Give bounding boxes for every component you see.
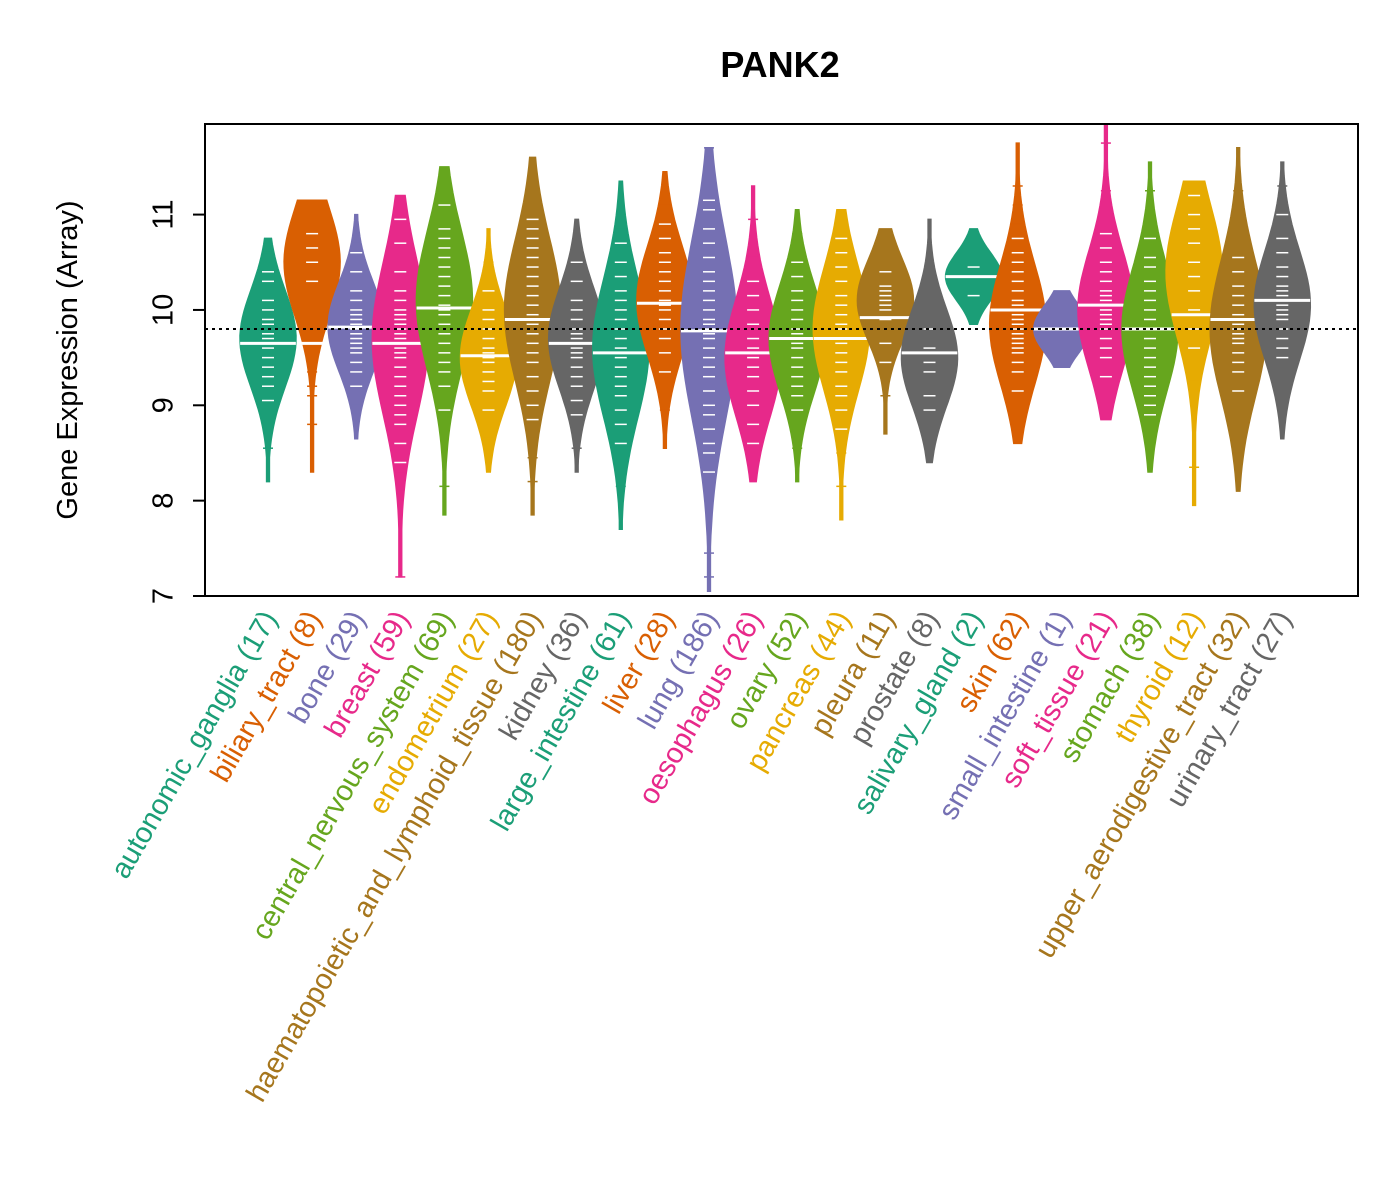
bean-pleura	[856, 228, 915, 435]
beans-layer	[239, 123, 1312, 592]
bean-shape	[592, 180, 650, 531]
bean-shape	[459, 228, 518, 473]
bean-shape	[900, 218, 959, 464]
bean-shape	[503, 156, 562, 516]
bean-shape	[1165, 180, 1223, 507]
y-axis-label: Gene Expression (Array)	[52, 200, 84, 519]
bean-skin	[988, 142, 1047, 445]
bean-shape	[768, 209, 826, 483]
bean-central_nervous_system	[415, 166, 474, 516]
bean-shape	[1121, 161, 1179, 473]
bean-lung	[680, 147, 738, 592]
bean-stomach	[1121, 161, 1179, 473]
bean-breast	[371, 194, 430, 578]
bean-haematopoietic_and_lymphoid_tissue	[503, 156, 562, 516]
bean-prostate	[900, 218, 959, 464]
x-label-autonomic_ganglia: autonomic_ganglia (17)	[105, 606, 284, 884]
bean-shape	[856, 228, 915, 435]
bean-shape	[547, 218, 606, 473]
y-tick-label: 10	[148, 294, 180, 326]
y-tick-label: 9	[148, 397, 180, 413]
bean-shape	[415, 166, 474, 516]
bean-large_intestine	[592, 180, 650, 531]
bean-thyroid	[1165, 180, 1223, 507]
bean-pancreas	[812, 209, 871, 521]
y-axis: 7 8 9 10 11	[148, 200, 206, 604]
bean-shape	[988, 142, 1047, 445]
bean-urinary_tract	[1253, 161, 1312, 440]
chart-title: PANK2	[720, 44, 839, 85]
bean-autonomic_ganglia	[239, 237, 297, 483]
bean-shape	[239, 237, 297, 483]
bean-soft_tissue	[1077, 123, 1135, 421]
y-tick-label: 8	[148, 493, 180, 509]
bean-upper_aerodigestive_tract	[1209, 147, 1267, 492]
x-axis-labels: autonomic_ganglia (17)biliary_tract (8)b…	[105, 606, 1299, 1108]
bean-biliary_tract	[283, 199, 341, 473]
y-tick-label: 7	[148, 588, 180, 604]
bean-shape	[812, 209, 871, 521]
y-tick-label: 11	[148, 200, 180, 230]
